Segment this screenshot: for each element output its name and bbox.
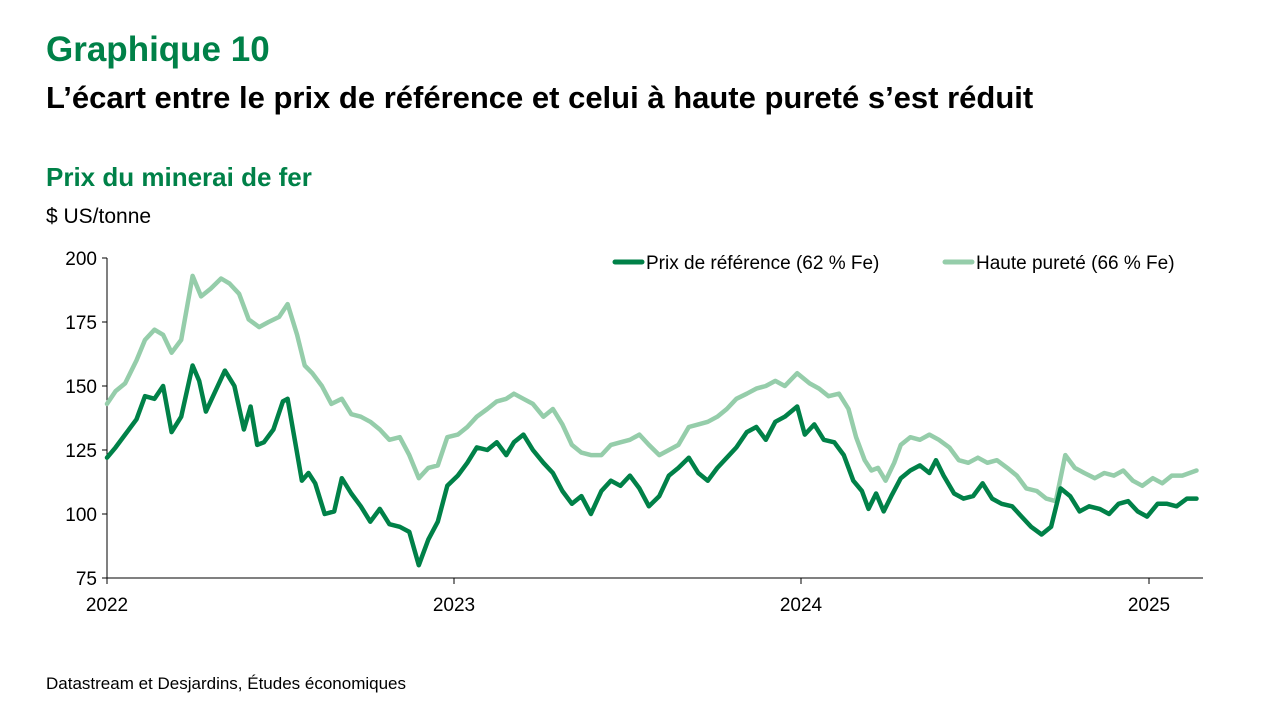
y-tick-label: 100 [65, 505, 97, 526]
legend-item-high-purity: Haute pureté (66 % Fe) [942, 253, 1175, 274]
chart-title: Prix du minerai de fer [46, 162, 312, 192]
legend-item-reference-price: Prix de référence (62 % Fe) [612, 253, 879, 274]
y-tick-label: 200 [65, 249, 97, 270]
x-tick-label: 2022 [86, 595, 128, 616]
series-line-reference-price [104, 363, 1199, 568]
x-tick-label: 2023 [433, 595, 475, 616]
source-note: Datastream et Desjardins, Études économi… [46, 674, 407, 693]
y-tick-label: 75 [76, 569, 97, 590]
y-tick-label: 125 [65, 441, 97, 462]
y-tick-label: 175 [65, 313, 97, 334]
legend-label: Prix de référence (62 % Fe) [646, 253, 879, 274]
x-tick-label: 2024 [780, 595, 823, 616]
chart-headline: L’écart entre le prix de référence et ce… [46, 80, 1034, 115]
chart-legend: Prix de référence (62 % Fe) Haute pureté … [612, 253, 1175, 274]
x-tick-label: 2025 [1128, 595, 1170, 616]
legend-label: Haute pureté (66 % Fe) [976, 253, 1175, 274]
y-axis-unit-label: $ US/tonne [46, 205, 152, 228]
series-line-high-purity [104, 273, 1199, 504]
y-tick-label: 150 [65, 377, 97, 398]
chart-axes: 75 100 125 150 175 200 2022 2023 2024 2025 [65, 249, 1203, 616]
chart-series [104, 273, 1199, 568]
chart-number-title: Graphique 10 [46, 30, 270, 69]
